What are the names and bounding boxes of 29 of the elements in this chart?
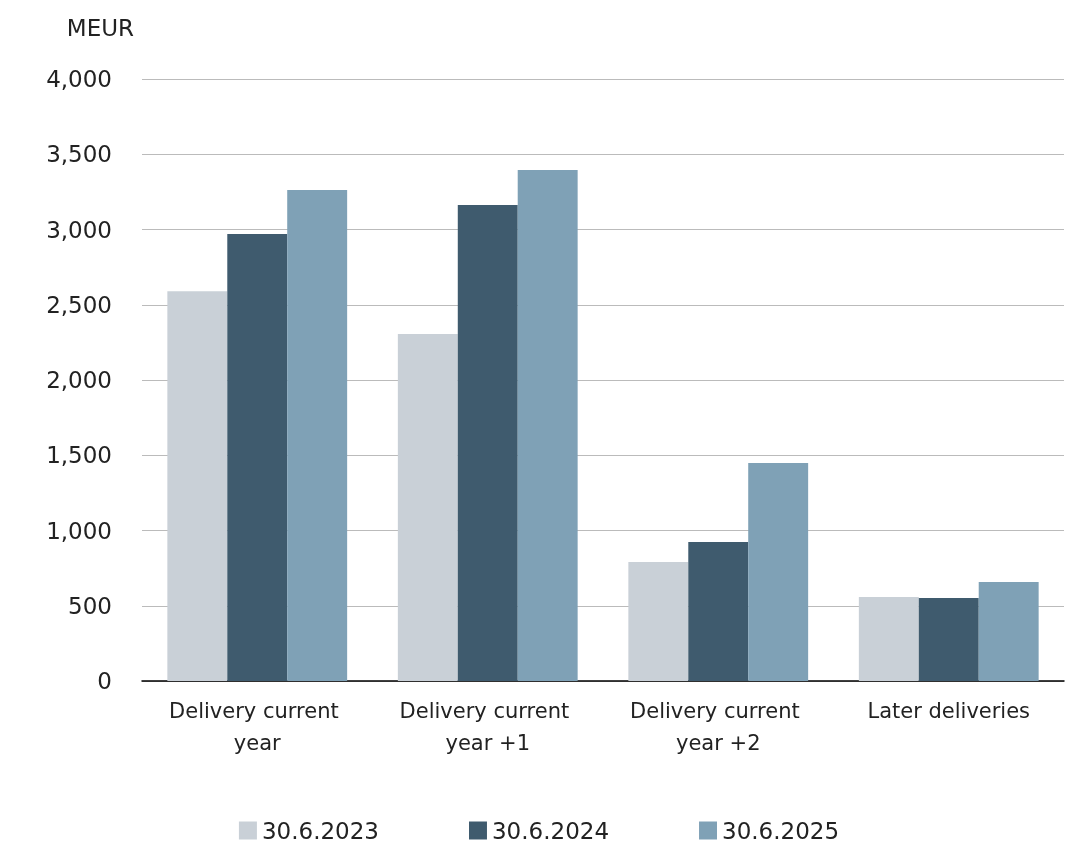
y-tick-label: 2,500 [46, 291, 112, 318]
y-tick-label: 1,000 [46, 517, 112, 544]
y-tick-label: 1,500 [46, 442, 112, 469]
y-axis-title: MEUR [66, 14, 135, 41]
legend-label: 30.6.2025 [722, 817, 840, 844]
y-tick-label: 500 [68, 592, 112, 619]
bar [287, 190, 348, 681]
bar [628, 562, 689, 681]
y-tick-label: 3,500 [46, 141, 112, 168]
x-tick-label: Delivery current year [169, 699, 346, 755]
x-tick-label: Delivery current year +1 [399, 699, 576, 755]
bar [517, 170, 578, 681]
y-tick-label: 3,000 [46, 216, 112, 243]
bar [167, 291, 228, 681]
bar [457, 204, 518, 681]
y-tick-label: 0 [97, 668, 112, 694]
y-tick-label: 4,000 [46, 66, 112, 92]
x-tick-label: Later deliveries [867, 699, 1031, 723]
bar [688, 541, 749, 681]
bar [227, 234, 288, 681]
y-tick-label: 2,000 [46, 367, 112, 393]
bar [748, 462, 809, 681]
bar [858, 597, 919, 681]
bar [978, 581, 1039, 681]
bar [397, 334, 458, 681]
bar [918, 598, 979, 681]
x-tick-label: Delivery current year +2 [630, 699, 807, 755]
legend-label: 30.6.2024 [491, 817, 610, 844]
legend-label: 30.6.2023 [261, 817, 379, 844]
